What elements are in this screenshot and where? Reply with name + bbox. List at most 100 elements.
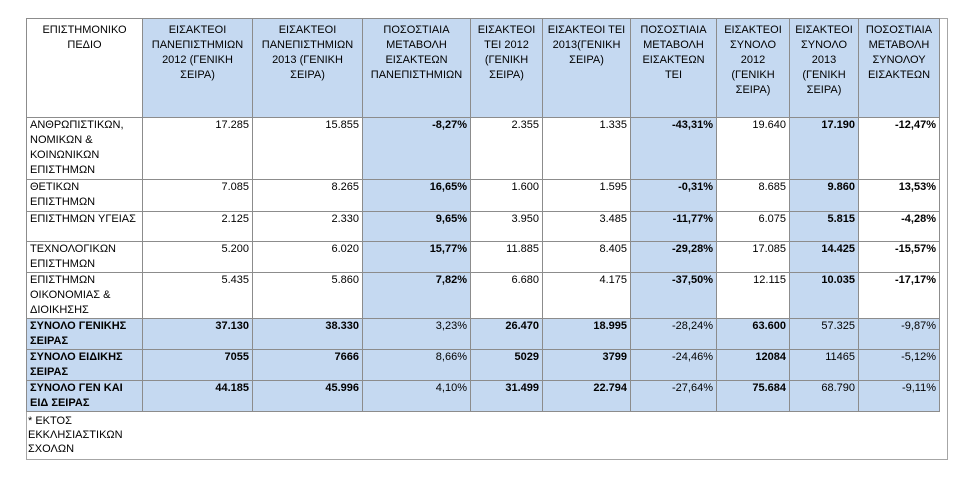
total-row: ΣΥΝΟΛΟ ΓΕΝΙΚΗΣ ΣΕΙΡΑΣ 37.130 38.330 3,23… <box>26 318 940 350</box>
table-cell: 2.355 <box>470 117 543 180</box>
table-cell: -8,27% <box>362 117 471 180</box>
table-cell: 4,10% <box>362 380 471 412</box>
header-cell-total-2012: ΕΙΣΑΚΤΕΟΙ ΣΥΝΟΛΟ 2012 (ΓΕΝΙΚΗ ΣΕΙΡΑ) <box>716 18 790 118</box>
table-cell: -37,50% <box>630 272 717 319</box>
table-cell: -29,28% <box>630 241 717 273</box>
table-cell: 26.470 <box>470 318 543 350</box>
total-label: ΣΥΝΟΛΟ ΕΙΔΙΚΗΣ ΣΕΙΡΑΣ <box>26 349 143 381</box>
table-cell: 44.185 <box>142 380 253 412</box>
table-cell: 13,53% <box>858 179 940 212</box>
table-cell: -15,57% <box>858 241 940 273</box>
table-cell: 12.115 <box>716 272 790 319</box>
table-cell: 1.595 <box>542 179 631 212</box>
table-cell: 5029 <box>470 349 543 381</box>
table-cell: -28,24% <box>630 318 717 350</box>
table-cell: 14.425 <box>789 241 859 273</box>
table-cell: -17,17% <box>858 272 940 319</box>
table-cell: 8.265 <box>252 179 363 212</box>
table-cell: 18.995 <box>542 318 631 350</box>
table-cell: 9,65% <box>362 211 471 242</box>
table-cell: 1.335 <box>542 117 631 180</box>
table-cell: 8,66% <box>362 349 471 381</box>
row-label: ΘΕΤΙΚΩΝ ΕΠΙΣΤΗΜΩΝ <box>26 179 143 212</box>
table-cell: 7.085 <box>142 179 253 212</box>
table-cell: 38.330 <box>252 318 363 350</box>
table-cell: 5.435 <box>142 272 253 319</box>
table-cell: 6.020 <box>252 241 363 273</box>
row-label: ΑΝΘΡΩΠΙΣΤΙΚΩΝ, ΝΟΜΙΚΩΝ & ΚΟΙΝΩΝΙΚΩΝ ΕΠΙΣ… <box>26 117 143 180</box>
header-cell-uni-2012: ΕΙΣΑΚΤΕΟΙ ΠΑΝΕΠΙΣΤΗΜΙΩΝ 2012 (ΓΕΝΙΚΗ ΣΕΙ… <box>142 18 253 118</box>
table-cell: 63.600 <box>716 318 790 350</box>
table-cell: -0,31% <box>630 179 717 212</box>
header-cell-field: ΕΠΙΣΤΗΜΟΝΙΚΟ ΠΕΔΙΟ <box>26 18 143 118</box>
row-label: ΕΠΙΣΤΗΜΩΝ ΥΓΕΙΑΣ <box>26 211 143 242</box>
table-cell: 31.499 <box>470 380 543 412</box>
table-cell: 4.175 <box>542 272 631 319</box>
header-row: ΕΠΙΣΤΗΜΟΝΙΚΟ ΠΕΔΙΟ ΕΙΣΑΚΤΕΟΙ ΠΑΝΕΠΙΣΤΗΜΙ… <box>26 18 940 118</box>
table-cell: 3.950 <box>470 211 543 242</box>
table-cell: -43,31% <box>630 117 717 180</box>
table-cell: 22.794 <box>542 380 631 412</box>
table-cell: 1.600 <box>470 179 543 212</box>
table-cell: 9.860 <box>789 179 859 212</box>
table-cell: 45.996 <box>252 380 363 412</box>
table-cell: -5,12% <box>858 349 940 381</box>
table-row: ΤΕΧΝΟΛΟΓΙΚΩΝ ΕΠΙΣΤΗΜΩΝ 5.200 6.020 15,77… <box>26 241 940 273</box>
table-cell: 3,23% <box>362 318 471 350</box>
table-cell: -9,87% <box>858 318 940 350</box>
table-cell: 17.085 <box>716 241 790 273</box>
table-cell: 11.885 <box>470 241 543 273</box>
total-row: ΣΥΝΟΛΟ ΕΙΔΙΚΗΣ ΣΕΙΡΑΣ 7055 7666 8,66% 50… <box>26 349 940 381</box>
table-cell: 7055 <box>142 349 253 381</box>
total-row: ΣΥΝΟΛΟ ΓΕΝ ΚΑΙ ΕΙΔ ΣΕΙΡΑΣ 44.185 45.996 … <box>26 380 940 412</box>
table-cell: 37.130 <box>142 318 253 350</box>
table-cell: 11465 <box>789 349 859 381</box>
table-row: ΘΕΤΙΚΩΝ ΕΠΙΣΤΗΜΩΝ 7.085 8.265 16,65% 1.6… <box>26 179 940 212</box>
header-cell-tei-change: ΠΟΣΟΣΤΙΑΙΑ ΜΕΤΑΒΟΛΗ ΕΙΣΑΚΤΕΩΝ ΤΕΙ <box>630 18 717 118</box>
table-cell: 19.640 <box>716 117 790 180</box>
footnote: * ΕΚΤΟΣ ΕΚΚΛΗΣΙΑΣΤΙΚΩΝ ΣΧΟΛΩΝ <box>28 415 123 455</box>
table-row: ΕΠΙΣΤΗΜΩΝ ΟΙΚΟΝΟΜΙΑΣ & ΔΙΟΙΚΗΣΗΣ 5.435 5… <box>26 272 940 319</box>
header-cell-uni-2013: ΕΙΣΑΚΤΕΟΙ ΠΑΝΕΠΙΣΤΗΜΙΩΝ 2013 (ΓΕΝΙΚΗ ΣΕΙ… <box>252 18 363 118</box>
table-cell: 12084 <box>716 349 790 381</box>
table-cell: 16,65% <box>362 179 471 212</box>
row-label: ΤΕΧΝΟΛΟΓΙΚΩΝ ΕΠΙΣΤΗΜΩΝ <box>26 241 143 273</box>
table-cell: 15.855 <box>252 117 363 180</box>
table-cell: -24,46% <box>630 349 717 381</box>
table-cell: 15,77% <box>362 241 471 273</box>
table-cell: 8.685 <box>716 179 790 212</box>
table-cell: 57.325 <box>789 318 859 350</box>
table-cell: 3.485 <box>542 211 631 242</box>
row-label: ΕΠΙΣΤΗΜΩΝ ΟΙΚΟΝΟΜΙΑΣ & ΔΙΟΙΚΗΣΗΣ <box>26 272 143 319</box>
total-label: ΣΥΝΟΛΟ ΓΕΝ ΚΑΙ ΕΙΔ ΣΕΙΡΑΣ <box>26 380 143 412</box>
table-cell: 6.680 <box>470 272 543 319</box>
table-cell: 68.790 <box>789 380 859 412</box>
table-cell: 6.075 <box>716 211 790 242</box>
table-cell: -27,64% <box>630 380 717 412</box>
table-cell: 5.860 <box>252 272 363 319</box>
table-cell: -4,28% <box>858 211 940 242</box>
table-cell: -9,11% <box>858 380 940 412</box>
table-cell: 17.190 <box>789 117 859 180</box>
header-cell-tei-2013: ΕΙΣΑΚΤΕΟΙ ΤΕΙ 2013(ΓΕΝΙΚΗ ΣΕΙΡΑ) <box>542 18 631 118</box>
table-cell: -12,47% <box>858 117 940 180</box>
table-cell: 75.684 <box>716 380 790 412</box>
table-cell: 3799 <box>542 349 631 381</box>
table-cell: 7,82% <box>362 272 471 319</box>
table-cell: 17.285 <box>142 117 253 180</box>
table-cell: 5.200 <box>142 241 253 273</box>
table-row: ΑΝΘΡΩΠΙΣΤΙΚΩΝ, ΝΟΜΙΚΩΝ & ΚΟΙΝΩΝΙΚΩΝ ΕΠΙΣ… <box>26 117 940 180</box>
table-cell: 10.035 <box>789 272 859 319</box>
admissions-table: ΕΠΙΣΤΗΜΟΝΙΚΟ ΠΕΔΙΟ ΕΙΣΑΚΤΕΟΙ ΠΑΝΕΠΙΣΤΗΜΙ… <box>26 18 940 412</box>
header-cell-uni-change: ΠΟΣΟΣΤΙΑΙΑ ΜΕΤΑΒΟΛΗ ΕΙΣΑΚΤΕΩΝ ΠΑΝΕΠΙΣΤΗΜ… <box>362 18 471 118</box>
table-cell: 2.125 <box>142 211 253 242</box>
table-cell: 8.405 <box>542 241 631 273</box>
header-cell-tei-2012: ΕΙΣΑΚΤΕΟΙ ΤΕΙ 2012 (ΓΕΝΙΚΗ ΣΕΙΡΑ) <box>470 18 543 118</box>
table-cell: 5.815 <box>789 211 859 242</box>
table-cell: -11,77% <box>630 211 717 242</box>
table-cell: 2.330 <box>252 211 363 242</box>
table-cell: 7666 <box>252 349 363 381</box>
header-cell-total-2013: ΕΙΣΑΚΤΕΟΙ ΣΥΝΟΛΟ 2013 (ΓΕΝΙΚΗ ΣΕΙΡΑ) <box>789 18 859 118</box>
total-label: ΣΥΝΟΛΟ ΓΕΝΙΚΗΣ ΣΕΙΡΑΣ <box>26 318 143 350</box>
table-row: ΕΠΙΣΤΗΜΩΝ ΥΓΕΙΑΣ 2.125 2.330 9,65% 3.950… <box>26 211 940 242</box>
